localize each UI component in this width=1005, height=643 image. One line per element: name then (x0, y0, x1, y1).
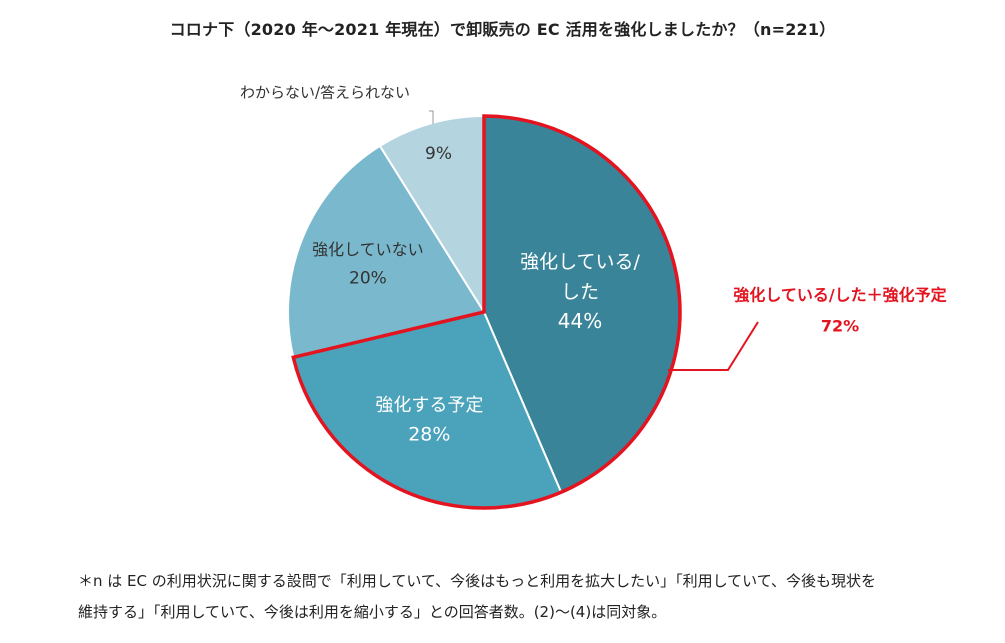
footnote-line-1: ＊n は EC の利用状況に関する設問で「利用していて、今後はもっと利用を拡大し… (78, 572, 876, 590)
highlight-callout-line (668, 321, 759, 371)
highlight-callout-value: 72% (821, 317, 859, 336)
slice-4-value: 9% (425, 144, 452, 164)
slice-2-label: 強化する予定 (375, 395, 483, 416)
footnote-line-2: 維持する」「利用していて、今後は利用を縮小する」との回答者数。(2)～(4)は同… (78, 603, 667, 621)
slice-4-label: わからない/答えられない (240, 84, 410, 102)
slice-1-value: 44% (558, 309, 602, 333)
slice-1-label: した (561, 281, 599, 303)
highlight-callout-label: 強化している/した＋強化予定 (733, 286, 946, 305)
chart-title: コロナ下（2020 年～2021 年現在）で卸販売の EC 活用を強化しましたか… (169, 20, 836, 39)
slice-1-label: 強化している/ (520, 251, 640, 273)
slice-2-value: 28% (408, 424, 450, 446)
pie-slice-4 (378, 114, 485, 316)
pie-slice-3 (287, 144, 486, 359)
highlight-outline (291, 114, 682, 510)
pie-chart: 強化している/した 44% 強化する予定 28% 強化していない 20% 9% わからない/答… (240, 84, 947, 510)
slice-3-label: 強化していない (312, 240, 424, 259)
footnote: ＊n は EC の利用状況に関する設問で「利用していて、今後はもっと利用を拡大し… (78, 566, 978, 628)
slice-4-leader-line (429, 110, 434, 124)
slice-3-value: 20% (349, 268, 387, 288)
